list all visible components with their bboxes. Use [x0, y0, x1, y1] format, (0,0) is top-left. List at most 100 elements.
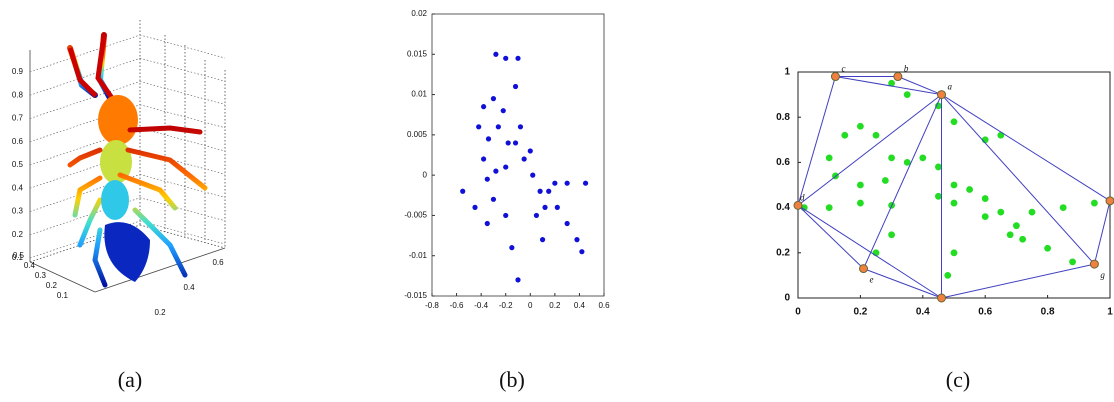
- plot-frame: [431, 13, 605, 297]
- point: [966, 186, 973, 193]
- y-tick-label: -0.01: [409, 251, 428, 260]
- grid-line: [139, 34, 226, 59]
- y-tick-label: 0.015: [407, 49, 428, 58]
- point: [1059, 204, 1067, 212]
- point: [460, 188, 466, 194]
- y-tick-label: 1: [784, 67, 790, 78]
- caption: (b): [499, 367, 525, 392]
- edge: [897, 76, 942, 96]
- z-tick-label: 0.7: [12, 114, 24, 123]
- plot-frame: [797, 71, 1111, 299]
- point: [1028, 208, 1036, 216]
- point: [505, 140, 511, 146]
- x-tick-label: -0.4: [474, 301, 488, 310]
- grid-line: [139, 127, 226, 152]
- edge: [797, 204, 942, 299]
- point: [857, 122, 864, 130]
- y-tick-label: 0.8: [776, 112, 790, 123]
- y-tick-label: 0.4: [24, 261, 36, 270]
- point: [493, 51, 499, 57]
- point: [530, 172, 536, 178]
- vertex: [1105, 196, 1114, 206]
- point: [857, 199, 864, 207]
- x-tick-label: 0.2: [549, 301, 561, 310]
- point: [546, 188, 552, 194]
- point: [888, 231, 895, 239]
- point: [841, 131, 849, 139]
- z-tick-label: 0.6: [12, 137, 24, 146]
- y-tick-label: 0.3: [35, 271, 47, 280]
- y-tick-label: 0.02: [411, 9, 427, 18]
- vertex-label: d: [800, 192, 805, 202]
- point: [521, 156, 527, 162]
- point: [484, 176, 490, 182]
- y-tick-label: 0.5: [13, 251, 25, 260]
- grid-line: [139, 81, 226, 105]
- point: [1044, 244, 1051, 252]
- x-tick-label: 0.6: [598, 301, 610, 310]
- point: [582, 180, 589, 186]
- point: [533, 212, 540, 219]
- edge: [863, 268, 942, 299]
- point: [574, 237, 580, 243]
- point: [888, 79, 895, 87]
- caption: (c): [946, 367, 970, 392]
- vertex: [893, 72, 903, 82]
- vertex: [937, 90, 947, 100]
- edge: [941, 94, 1095, 265]
- point: [490, 96, 497, 102]
- point: [919, 154, 927, 162]
- point: [981, 213, 989, 221]
- x-tick-label: 0: [795, 307, 801, 318]
- x-tick-label: 0.2: [853, 307, 867, 318]
- point: [1091, 199, 1098, 207]
- point: [944, 272, 952, 279]
- point: [490, 196, 497, 202]
- y-tick-label: -0.015: [404, 291, 427, 300]
- vertex: [793, 200, 803, 210]
- z-tick-label: 0.9: [12, 67, 24, 76]
- point: [935, 163, 942, 171]
- point: [476, 124, 482, 130]
- point: [512, 83, 519, 90]
- point: [881, 177, 889, 184]
- point: [579, 249, 585, 255]
- x-tick-label: 0.4: [916, 307, 930, 318]
- x-tick-label: 0.6: [978, 307, 992, 318]
- point: [539, 237, 546, 243]
- point: [1069, 258, 1076, 266]
- point: [472, 204, 478, 210]
- point: [552, 180, 558, 186]
- point: [509, 245, 515, 251]
- vertex-label: g: [1100, 270, 1105, 280]
- point: [485, 136, 492, 142]
- point: [903, 159, 911, 166]
- point: [517, 124, 524, 130]
- point: [950, 181, 958, 189]
- point: [554, 204, 560, 210]
- point: [481, 156, 487, 162]
- point: [997, 208, 1005, 216]
- grid-line: [139, 220, 226, 245]
- vertex-label: e: [870, 275, 874, 285]
- z-tick-label: 0.1: [12, 253, 24, 262]
- x-tick-label: 0.6: [212, 258, 224, 267]
- vertex: [1089, 259, 1099, 269]
- point: [950, 118, 958, 126]
- edge: [835, 76, 942, 96]
- edge: [797, 204, 864, 269]
- point: [888, 154, 895, 162]
- vertex-label: b: [904, 64, 909, 74]
- ant-model: [67, 32, 208, 288]
- grid-line: [139, 197, 226, 222]
- grid-line: [139, 174, 226, 198]
- z-tick-label: 0.2: [12, 230, 24, 239]
- point: [527, 148, 533, 154]
- vertex: [937, 293, 947, 303]
- vertex-label: a: [948, 82, 953, 92]
- x-tick-label: 0.4: [574, 301, 586, 310]
- point: [503, 212, 509, 219]
- point: [981, 195, 989, 202]
- y-tick-label: 0.005: [407, 130, 428, 139]
